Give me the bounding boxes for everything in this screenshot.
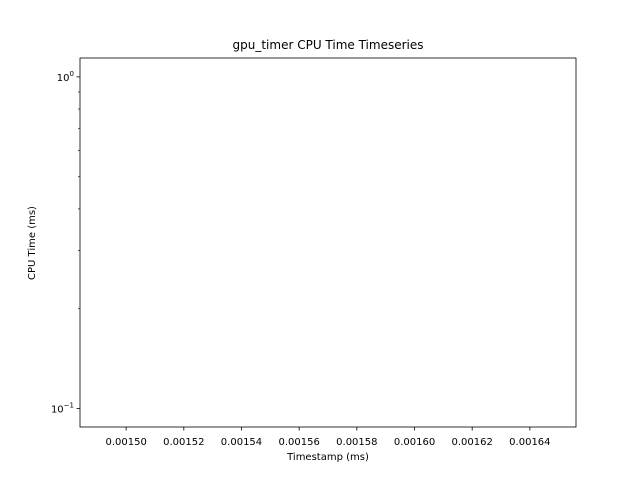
y-axis-label: CPU Time (ms) <box>27 206 38 280</box>
x-tick-label: 0.00154 <box>221 437 262 448</box>
chart-title: gpu_timer CPU Time Timeseries <box>233 38 424 52</box>
x-axis-label: Timestamp (ms) <box>286 452 369 463</box>
x-tick-label: 0.00150 <box>105 437 146 448</box>
x-tick-label: 0.00152 <box>163 437 204 448</box>
x-tick-label: 0.00164 <box>509 437 550 448</box>
y-tick-label: 10−1 <box>51 402 74 416</box>
x-tick-label: 0.00156 <box>278 437 319 448</box>
y-tick-label: 100 <box>57 70 74 84</box>
x-axis-ticks: 0.00150 0.00152 0.00154 0.00156 0.00158 0.001… <box>105 427 551 448</box>
x-tick-label: 0.00160 <box>394 437 435 448</box>
x-tick-label: 0.00162 <box>452 437 493 448</box>
y-axis-ticks: 100 10−1 <box>51 70 80 416</box>
plot-area <box>79 57 577 428</box>
axes-frame <box>79 57 577 428</box>
x-tick-label: 0.00158 <box>336 437 377 448</box>
